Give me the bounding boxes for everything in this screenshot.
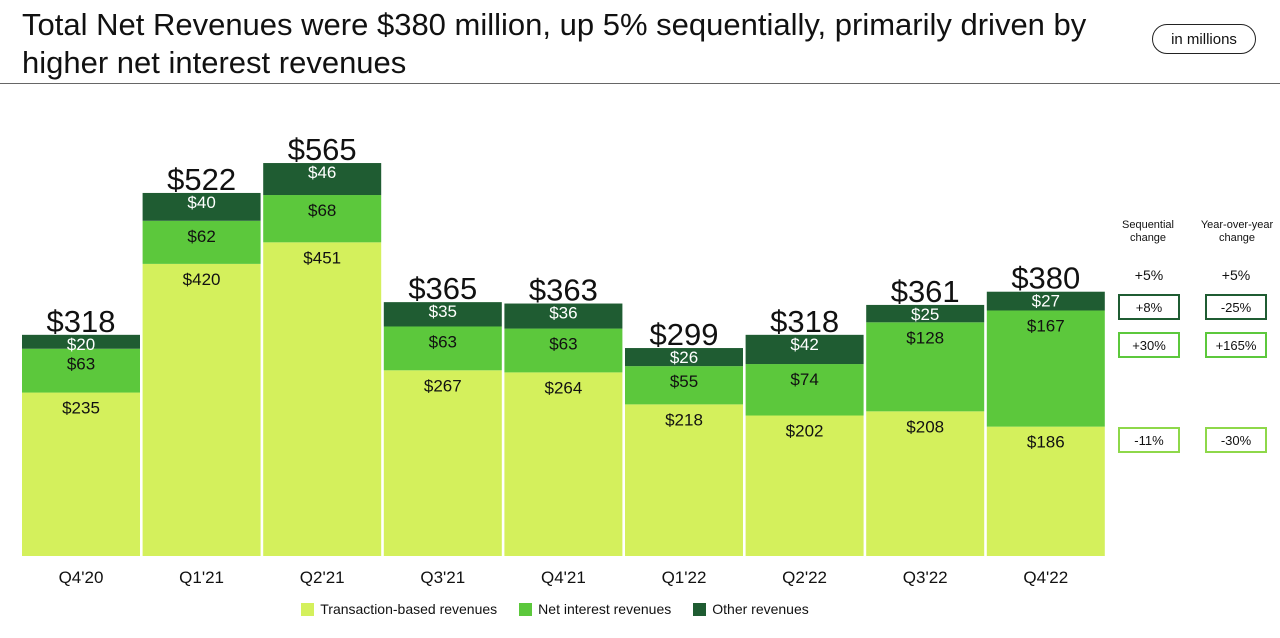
bar-segment-transaction (142, 263, 261, 556)
bar-segment-transaction (504, 372, 623, 556)
legend-swatch-other (693, 602, 707, 616)
legend-label-other: Other revenues (712, 601, 809, 617)
bar-total-label: $363 (529, 273, 598, 308)
bar-segment-net-interest (383, 326, 502, 371)
bar-segment-other (383, 302, 502, 327)
bar-segment-other (263, 163, 382, 196)
page-title: Total Net Revenues were $380 million, up… (22, 7, 1087, 80)
bar-total-label: $361 (891, 274, 960, 309)
header-divider (0, 83, 1280, 84)
bar-segment-transaction (383, 370, 502, 556)
bar-segment-transaction (263, 242, 382, 556)
x-tick-label: Q3'22 (903, 568, 948, 587)
x-tick-label: Q4'21 (541, 568, 586, 587)
data-label-transaction: $235 (62, 399, 100, 418)
units-badge: in millions (1152, 24, 1256, 54)
sequential-change-header: Sequential change (1122, 219, 1174, 244)
data-label-transaction: $264 (544, 378, 582, 397)
bar-segment-net-interest (22, 348, 140, 393)
data-label-other: $27 (1032, 292, 1060, 311)
data-label-other: $35 (429, 302, 457, 321)
bar-segment-other (142, 192, 261, 221)
data-label-transaction: $202 (786, 422, 824, 441)
legend-item-net-interest: Net interest revenues (519, 601, 671, 617)
sequential-change-total: +5% (1134, 267, 1164, 283)
bar-segment-net-interest (866, 322, 985, 412)
data-label-net-interest: $167 (1027, 316, 1065, 335)
x-tick-label: Q4'20 (59, 568, 104, 587)
data-label-other: $42 (790, 335, 818, 354)
legend-label-net-interest: Net interest revenues (538, 601, 672, 617)
bar-segment-transaction (986, 426, 1105, 556)
data-label-other: $36 (549, 304, 577, 323)
legend-item-transaction: Transaction-based revenues (301, 601, 497, 617)
data-label-transaction: $420 (183, 270, 221, 289)
bar-segment-net-interest (142, 220, 261, 264)
legend-label-transaction: Transaction-based revenues (320, 601, 498, 617)
x-tick-label: Q1'21 (179, 568, 224, 587)
yoy-change-total: +5% (1221, 267, 1251, 283)
legend-swatch-transaction (301, 602, 315, 616)
sequential-change-transaction: -11% (1118, 427, 1180, 453)
bar-segment-transaction (625, 404, 743, 556)
bar-segment-net-interest (625, 366, 743, 405)
data-label-other: $46 (308, 163, 336, 182)
bar-segment-other (745, 334, 864, 365)
bar-segment-other (986, 291, 1105, 311)
bar-segment-other (504, 303, 623, 329)
bar-total-label: $380 (1011, 261, 1080, 296)
bar-total-label: $365 (408, 271, 477, 306)
x-tick-label: Q4'22 (1023, 568, 1068, 587)
sequential-change-other: +8% (1118, 294, 1180, 320)
data-label-other: $20 (67, 335, 95, 354)
data-label-transaction: $208 (906, 417, 944, 436)
data-label-net-interest: $68 (308, 201, 336, 220)
bar-segment-net-interest (504, 328, 623, 373)
bar-segment-net-interest (745, 364, 864, 416)
data-label-transaction: $218 (665, 410, 703, 429)
x-tick-label: Q2'21 (300, 568, 345, 587)
data-label-net-interest: $63 (549, 335, 577, 354)
data-label-net-interest: $63 (429, 332, 457, 351)
yoy-change-header: Year-over-year change (1200, 219, 1274, 244)
data-label-net-interest: $63 (67, 355, 95, 374)
bar-total-label: $318 (770, 304, 839, 339)
bar-segment-other (625, 348, 743, 367)
bar-segment-transaction (22, 392, 140, 556)
data-label-other: $25 (911, 305, 939, 324)
x-tick-label: Q3'21 (420, 568, 465, 587)
data-label-transaction: $186 (1027, 433, 1065, 452)
yoy-change-net-interest: +165% (1205, 332, 1267, 358)
bar-segment-net-interest (263, 195, 382, 243)
data-label-transaction: $267 (424, 376, 462, 395)
data-label-other: $26 (670, 348, 698, 367)
bar-total-label: $318 (47, 304, 116, 339)
bar-segment-transaction (866, 411, 985, 556)
chart-legend: Transaction-based revenues Net interest … (0, 601, 1110, 617)
bar-segment-other (866, 304, 985, 323)
bar-segment-transaction (745, 415, 864, 556)
bar-segment-other (22, 334, 140, 349)
data-label-net-interest: $74 (790, 370, 818, 389)
data-label-net-interest: $128 (906, 328, 944, 347)
x-tick-label: Q1'22 (662, 568, 707, 587)
yoy-change-other: -25% (1205, 294, 1267, 320)
legend-swatch-net-interest (519, 602, 533, 616)
data-label-net-interest: $62 (187, 227, 215, 246)
bar-total-label: $565 (288, 132, 357, 167)
x-tick-label: Q2'22 (782, 568, 827, 587)
yoy-change-transaction: -30% (1205, 427, 1267, 453)
bar-total-label: $522 (167, 162, 236, 197)
bar-segment-net-interest (986, 310, 1105, 427)
data-label-net-interest: $55 (670, 372, 698, 391)
data-label-transaction: $451 (303, 248, 341, 267)
sequential-change-net-interest: +30% (1118, 332, 1180, 358)
bar-total-label: $299 (650, 317, 719, 352)
legend-item-other: Other revenues (693, 601, 809, 617)
data-label-other: $40 (187, 193, 215, 212)
